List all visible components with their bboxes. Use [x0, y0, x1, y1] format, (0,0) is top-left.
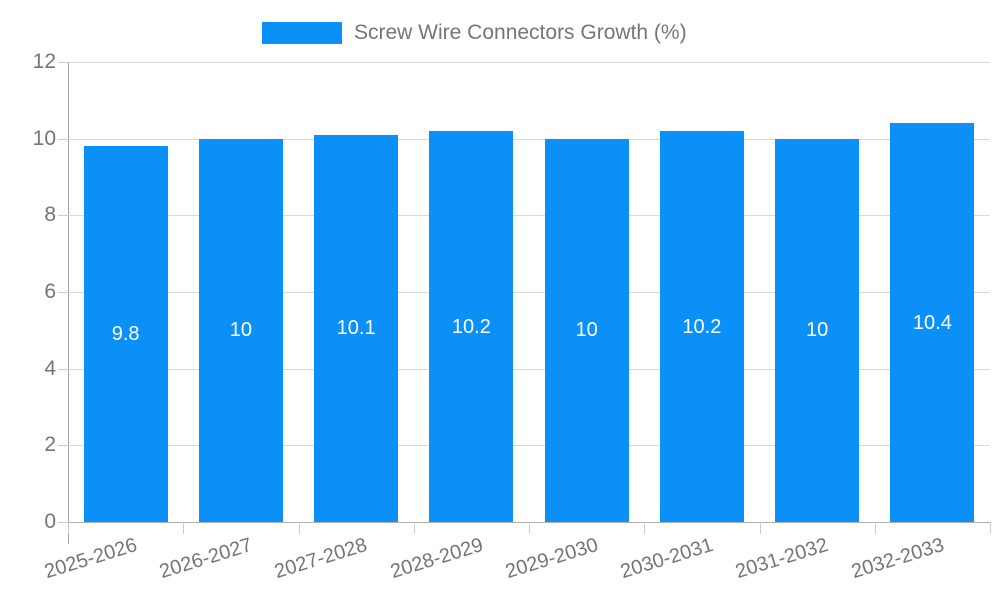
- x-axis-line: [62, 522, 990, 523]
- y-axis-label-12: 12: [32, 50, 56, 73]
- bar-2026-2027: 10: [198, 138, 283, 522]
- x-tick-0: [68, 522, 69, 534]
- x-axis-label-2029-2030: 2029-2030: [502, 534, 601, 584]
- bar-value-label: 10.1: [336, 317, 376, 340]
- x-tick-8: [990, 522, 991, 534]
- x-axis-label-2026-2027: 2026-2027: [157, 534, 256, 584]
- x-tick-4: [529, 522, 530, 534]
- x-tick-6: [759, 522, 761, 534]
- x-tick-5: [644, 522, 646, 534]
- y-tick-4: [58, 368, 68, 370]
- plot-area: 9.8 10 10.1 10.2 10 10.2 10 10.4: [68, 62, 990, 522]
- legend-series-label: Screw Wire Connectors Growth (%): [354, 21, 687, 44]
- bar-2025-2026: 9.8: [83, 146, 168, 522]
- bar-value-label: 10.4: [912, 311, 952, 334]
- y-axis-line: [68, 62, 69, 544]
- x-axis-label-2028-2029: 2028-2029: [387, 534, 486, 584]
- gridline-y-4: [68, 368, 990, 370]
- y-axis-label-8: 8: [44, 203, 56, 227]
- bar-2027-2028: 10.1: [314, 134, 399, 522]
- x-axis-label-2027-2028: 2027-2028: [272, 534, 371, 584]
- bar-2029-2030: 10: [544, 138, 629, 522]
- y-tick-2: [58, 445, 68, 447]
- chart-legend: Screw Wire Connectors Growth (%): [262, 20, 687, 46]
- y-axis-label-4: 4: [44, 356, 56, 380]
- y-tick-10: [58, 138, 68, 140]
- y-axis-label-2: 2: [44, 433, 56, 457]
- x-axis-label-2030-2031: 2030-2031: [618, 534, 717, 584]
- y-axis-label-6: 6: [44, 280, 56, 303]
- y-axis-label-0: 0: [44, 510, 56, 533]
- gridline-y-2: [68, 445, 990, 447]
- y-tick-0: [58, 522, 68, 523]
- bar-value-label: 10.2: [682, 315, 722, 338]
- y-tick-8: [58, 215, 68, 217]
- gridline-y-6: [68, 292, 990, 293]
- bar-value-label: 10: [229, 319, 252, 342]
- bar-2031-2032: 10: [775, 138, 860, 522]
- bar-2030-2031: 10.2: [659, 131, 744, 522]
- bar-value-label: 10.2: [451, 315, 491, 338]
- bar-value-label: 10: [806, 319, 829, 342]
- x-tick-3: [413, 522, 415, 534]
- gridline-y-12: [68, 62, 990, 63]
- bar-value-label: 9.8: [111, 323, 140, 346]
- legend-color-swatch: [262, 22, 342, 44]
- y-tick-6: [58, 292, 68, 293]
- x-axis-label-2025-2026: 2025-2026: [41, 534, 140, 584]
- bar-2028-2029: 10.2: [429, 131, 514, 522]
- x-tick-7: [874, 522, 876, 534]
- x-tick-1: [183, 522, 185, 534]
- y-tick-12: [58, 62, 68, 63]
- gridline-y-8: [68, 215, 990, 217]
- y-axis-label-10: 10: [32, 126, 56, 150]
- gridline-y-10: [68, 138, 990, 140]
- x-axis-label-2032-2033: 2032-2033: [848, 534, 947, 584]
- x-axis-label-2031-2032: 2031-2032: [733, 534, 832, 584]
- bar-2032-2033: 10.4: [890, 123, 975, 522]
- bar-value-label: 10: [575, 319, 598, 342]
- x-tick-2: [298, 522, 300, 534]
